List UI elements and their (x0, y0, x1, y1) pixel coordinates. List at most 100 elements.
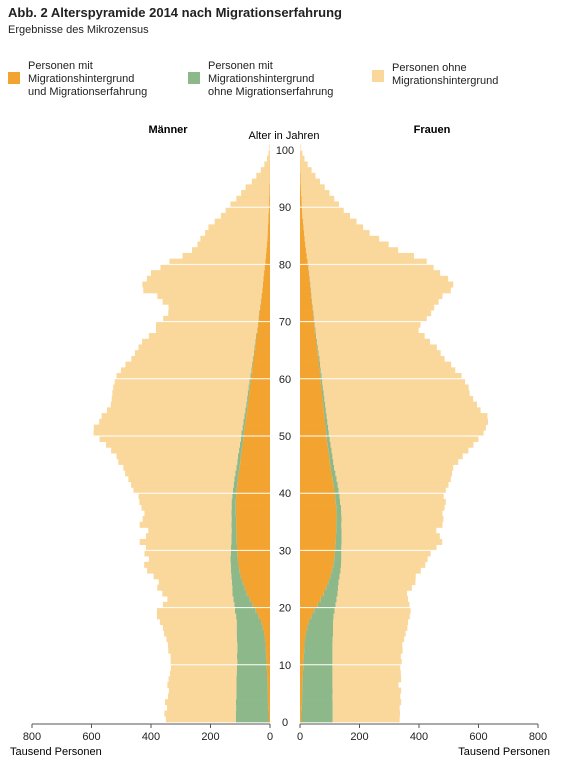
bar-female-age-11-mit_erfahrung (300, 653, 304, 660)
bar-male-age-47-ohne_hintergrund (111, 447, 240, 454)
bar-female-age-56-ohne_hintergrund (324, 395, 474, 402)
bar-male-age-0-mit_erfahrung (268, 716, 270, 723)
bar-female-age-99-ohne_hintergrund (300, 150, 303, 157)
bar-female-age-88-ohne_hintergrund (302, 212, 350, 219)
bar-male-age-90-mit_erfahrung (269, 201, 270, 208)
bar-female-age-5-ohne_erfahrung (302, 687, 333, 694)
bar-female-age-78-ohne_hintergrund (309, 270, 441, 277)
bar-male-age-34-ohne_erfahrung (231, 521, 237, 528)
bar-female-age-48-ohne_hintergrund (330, 441, 474, 448)
bar-male-age-29-mit_erfahrung (237, 550, 270, 557)
bar-male-age-89-mit_erfahrung (268, 207, 270, 214)
bar-female-age-68-mit_erfahrung (300, 327, 315, 334)
x-tick-label-right: 200 (350, 731, 368, 743)
bar-female-age-55-ohne_erfahrung (323, 401, 326, 408)
bar-male-age-49-ohne_hintergrund (99, 436, 241, 443)
bar-female-age-40-mit_erfahrung (300, 487, 335, 494)
bar-male-age-40-ohne_erfahrung (232, 487, 237, 494)
bar-male-age-44-ohne_erfahrung (236, 464, 240, 471)
bar-male-age-12-ohne_hintergrund (168, 647, 238, 654)
bar-male-age-26-mit_erfahrung (239, 567, 270, 574)
bar-male-age-23-ohne_hintergrund (157, 584, 233, 591)
bar-male-age-62-ohne_erfahrung (251, 361, 253, 368)
bar-female-age-26-ohne_hintergrund (340, 567, 421, 574)
bar-female-age-64-ohne_hintergrund (318, 350, 441, 357)
bar-male-age-39-ohne_hintergrund (138, 493, 233, 500)
bars-male (93, 144, 271, 723)
bar-male-age-79-ohne_hintergrund (160, 264, 265, 271)
bar-female-age-81-ohne_hintergrund (306, 252, 414, 259)
bar-male-age-97-ohne_hintergrund (264, 161, 270, 168)
bar-female-age-1-ohne_hintergrund (332, 710, 400, 717)
bar-female-age-30-ohne_erfahrung (335, 544, 342, 551)
bar-female-age-4-mit_erfahrung (300, 693, 303, 700)
bar-female-age-89-ohne_hintergrund (302, 207, 344, 214)
bar-female-age-59-mit_erfahrung (300, 378, 321, 385)
bar-female-age-90-mit_erfahrung (300, 201, 302, 208)
bar-female-age-17-mit_erfahrung (300, 619, 309, 626)
bar-female-age-8-ohne_hintergrund (332, 670, 401, 677)
bar-female-age-76-ohne_hintergrund (310, 281, 454, 288)
bar-female-age-19-ohne_erfahrung (314, 607, 335, 614)
bar-male-age-18-mit_erfahrung (258, 613, 270, 620)
bar-female-age-46-ohne_erfahrung (329, 453, 333, 460)
bar-male-age-99-ohne_hintergrund (268, 150, 270, 157)
bar-female-age-17-ohne_hintergrund (333, 619, 408, 626)
bar-female-age-69-ohne_erfahrung (314, 321, 315, 328)
legend-item-ohne-hintergrund: Personen ohne Migrationshintergrund (372, 62, 498, 88)
bar-male-age-56-ohne_hintergrund (111, 395, 248, 402)
bar-male-age-37-ohne_hintergrund (141, 504, 232, 511)
gridlines (20, 149, 545, 666)
bar-female-age-16-ohne_erfahrung (307, 624, 334, 631)
bar-female-age-75-ohne_hintergrund (311, 287, 451, 294)
bar-male-age-81-ohne_hintergrund (182, 252, 266, 259)
bar-female-age-76-mit_erfahrung (300, 281, 311, 288)
bar-female-age-4-ohne_hintergrund (332, 693, 401, 700)
bar-male-age-57-mit_erfahrung (249, 390, 270, 397)
bar-male-age-15-mit_erfahrung (264, 630, 270, 637)
bar-female-age-0-mit_erfahrung (300, 716, 302, 723)
chart-subtitle: Ergebnisse des Mikrozensus (8, 24, 149, 36)
bar-male-age-72-mit_erfahrung (260, 304, 270, 311)
bar-male-age-54-ohne_erfahrung (245, 407, 248, 414)
bar-male-age-57-ohne_erfahrung (247, 390, 250, 397)
bar-male-age-87-mit_erfahrung (268, 218, 270, 225)
bar-male-age-35-ohne_erfahrung (231, 516, 237, 523)
bar-female-age-54-ohne_hintergrund (325, 407, 481, 414)
bar-female-age-42-ohne_erfahrung (332, 476, 337, 483)
bar-male-age-75-mit_erfahrung (262, 287, 270, 294)
bar-male-age-10-ohne_hintergrund (170, 659, 238, 666)
bar-male-age-32-mit_erfahrung (236, 533, 270, 540)
bar-male-age-41-ohne_hintergrund (131, 481, 234, 488)
bar-female-age-79-ohne_hintergrund (308, 264, 434, 271)
bar-female-age-50-mit_erfahrung (300, 430, 327, 437)
bar-female-age-52-ohne_hintergrund (327, 418, 489, 425)
bar-female-age-54-mit_erfahrung (300, 407, 324, 414)
bar-male-age-21-ohne_erfahrung (233, 596, 250, 603)
bar-male-age-38-ohne_erfahrung (231, 498, 236, 505)
center-axis-label: Alter in Jahren (249, 130, 320, 142)
bar-male-age-59-ohne_hintergrund (114, 378, 250, 385)
bar-female-age-46-mit_erfahrung (300, 453, 330, 460)
x-tick-label-left: 800 (23, 731, 41, 743)
bar-male-age-91-mit_erfahrung (269, 195, 270, 202)
bar-male-age-56-mit_erfahrung (248, 395, 270, 402)
bar-female-age-49-ohne_hintergrund (329, 436, 479, 443)
bar-male-age-67-ohne_erfahrung (256, 333, 257, 340)
bar-male-age-15-ohne_hintergrund (164, 630, 237, 637)
bar-female-age-95-ohne_hintergrund (300, 172, 316, 179)
bar-male-age-63-ohne_erfahrung (252, 355, 254, 362)
bar-male-age-32-ohne_hintergrund (145, 533, 232, 540)
bar-female-age-11-ohne_hintergrund (332, 653, 401, 660)
bar-female-age-67-ohne_hintergrund (316, 333, 425, 340)
bar-male-age-62-mit_erfahrung (252, 361, 270, 368)
bar-female-age-92-ohne_hintergrund (301, 190, 330, 197)
bar-female-age-24-ohne_erfahrung (328, 579, 339, 586)
bar-female-age-56-ohne_erfahrung (322, 395, 325, 402)
bar-male-age-31-ohne_erfahrung (231, 538, 237, 545)
bar-female-age-66-mit_erfahrung (300, 338, 317, 345)
bar-male-age-27-ohne_hintergrund (144, 561, 231, 568)
bar-female-age-7-mit_erfahrung (300, 676, 303, 683)
bar-male-age-13-mit_erfahrung (265, 641, 270, 648)
bar-male-age-72-ohne_hintergrund (168, 304, 260, 311)
